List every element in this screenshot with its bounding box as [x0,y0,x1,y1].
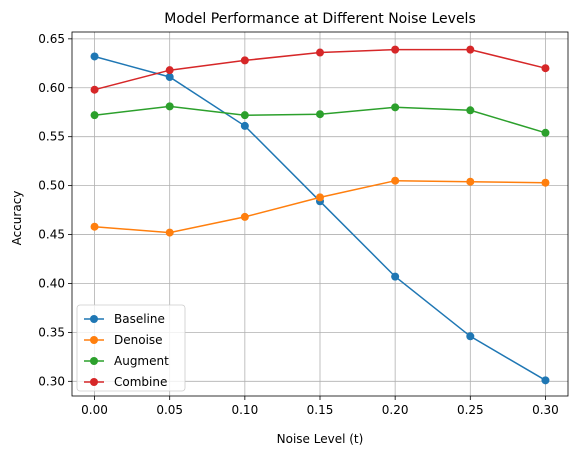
x-tick-label: 0.05 [156,403,183,417]
legend-box [76,304,186,392]
series-augment [90,102,550,137]
legend-swatch-marker [90,378,98,386]
data-point-combine [541,64,550,73]
y-tick-label: 0.65 [38,32,65,46]
y-axis-title: Accuracy [10,191,24,246]
x-axis-title: Noise Level (t) [277,432,364,446]
series-denoise [90,176,550,237]
legend-item-baseline: Baseline [84,312,165,326]
data-point-denoise [316,193,324,202]
data-point-denoise [391,176,400,185]
y-tick-label: 0.30 [38,374,65,388]
legend: Baseline Denoise Augment Combine [76,304,186,392]
data-point-denoise [541,178,550,187]
data-point-augment [541,128,550,137]
legend-label: Baseline [114,312,165,326]
data-point-denoise [240,212,249,221]
y-tick-label: 0.55 [38,130,65,144]
data-point-augment [90,111,99,120]
data-point-baseline [240,121,249,130]
x-tick-label: 0.00 [81,403,108,417]
y-tick-label: 0.35 [38,325,65,339]
data-point-combine [316,48,324,57]
legend-swatch-marker [90,357,98,365]
y-axis: 0.30 0.35 0.40 0.45 0.50 0.55 0.60 0.65 [38,32,72,388]
x-tick-label: 0.30 [532,403,559,417]
data-point-baseline [391,272,400,281]
data-point-baseline [90,52,99,61]
data-point-combine [165,66,174,75]
legend-label: Augment [114,354,169,368]
data-point-denoise [90,222,99,231]
y-tick-label: 0.50 [38,179,65,193]
data-point-baseline [466,332,475,341]
y-tick-label: 0.40 [38,276,65,290]
series-layer [90,45,550,385]
data-point-combine [90,85,99,94]
legend-swatch-marker [90,315,98,323]
data-point-augment [466,106,475,115]
legend-label: Combine [114,375,167,389]
y-tick-label: 0.45 [38,228,65,242]
legend-item-augment: Augment [84,354,169,368]
chart-title: Model Performance at Different Noise Lev… [164,11,476,27]
data-point-augment [391,103,400,112]
series-combine [90,45,550,94]
legend-label: Denoise [114,333,163,347]
legend-item-denoise: Denoise [84,333,163,347]
y-tick-label: 0.60 [38,81,65,95]
x-tick-label: 0.15 [307,403,334,417]
x-tick-label: 0.25 [457,403,484,417]
x-tick-label: 0.20 [382,403,409,417]
data-point-augment [165,102,174,111]
x-tick-label: 0.10 [231,403,258,417]
data-point-denoise [466,177,475,186]
data-point-combine [466,45,475,54]
legend-swatch-marker [90,336,98,344]
data-point-baseline [541,376,550,385]
data-point-augment [240,111,249,120]
legend-item-combine: Combine [84,375,167,389]
data-point-denoise [165,228,174,237]
data-point-baseline [165,73,174,82]
data-point-combine [240,56,249,65]
data-point-combine [391,45,400,54]
x-axis: 0.00 0.05 0.10 0.15 0.20 0.25 0.30 [81,396,559,417]
data-point-augment [316,110,324,119]
grid [72,32,568,396]
